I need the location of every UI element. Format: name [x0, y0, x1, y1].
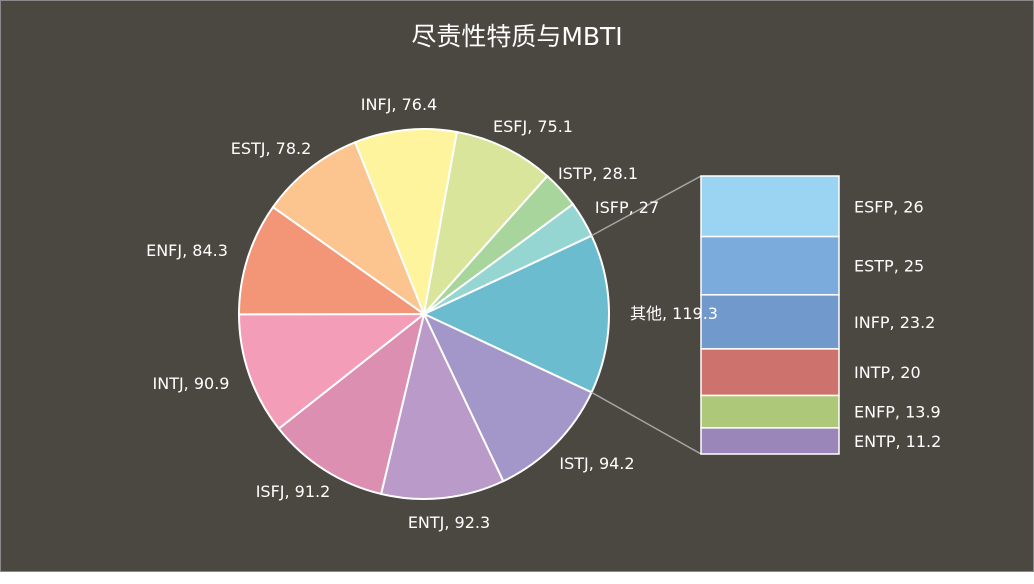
bar-segment-intp — [700, 348, 840, 397]
data-label: ENFP, 13.9 — [854, 403, 941, 422]
connector-line-top — [591, 175, 702, 237]
pie-slice-isfj — [277, 311, 426, 496]
data-label: ISTJ, 94.2 — [559, 454, 634, 473]
data-label: INFP, 23.2 — [854, 313, 935, 332]
data-label: ESFP, 26 — [854, 197, 924, 216]
data-label: ESTJ, 78.2 — [231, 139, 312, 158]
data-label: ESFJ, 75.1 — [493, 117, 573, 136]
chart-title: 尽责性特质与MBTI — [411, 22, 623, 51]
data-label: ENFJ, 84.3 — [146, 241, 228, 260]
pie-slice-entj — [379, 311, 505, 500]
pie-slice-enfj — [237, 205, 428, 316]
data-label: ENTP, 11.2 — [854, 432, 941, 451]
bar-segment-entp — [700, 427, 840, 455]
bar-segment-estp — [700, 235, 840, 296]
data-label: ISFJ, 91.2 — [256, 482, 331, 501]
bar-segment-enfp — [700, 394, 840, 429]
pie-slice-其他 — [421, 234, 610, 394]
bar-segment-esfp — [700, 175, 840, 238]
chart-area: 尽责性特质与MBTI ESFP, 26 ESTP, 25 INFP, 23.2 INT… — [0, 0, 1034, 572]
data-label: INTJ, 90.9 — [153, 374, 230, 393]
pie-of-bar-chart: ESFP, 26 ESTP, 25 INFP, 23.2 INTP, 20 ENFP, … — [146, 95, 941, 532]
data-label: ISTP, 28.1 — [558, 164, 638, 183]
pie-slice-esfj — [422, 130, 549, 318]
data-label: INTP, 20 — [854, 363, 921, 382]
data-label: INFJ, 76.4 — [361, 95, 437, 114]
connector-line-bottom — [591, 391, 702, 455]
pie-slice-intj — [237, 312, 427, 431]
pie-slice-estj — [271, 140, 427, 317]
pie-slice-istj — [421, 311, 593, 483]
data-label: 其他, 119.3 — [630, 304, 718, 323]
bar-segment-infp — [700, 294, 840, 350]
data-label: ESTP, 25 — [854, 257, 924, 276]
data-label: ENTJ, 92.3 — [408, 513, 490, 532]
data-label: ISFP, 27 — [595, 198, 659, 217]
